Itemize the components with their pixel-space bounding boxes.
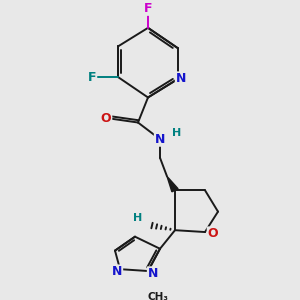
Text: CH₃: CH₃: [148, 292, 169, 300]
Text: F: F: [88, 70, 96, 83]
Text: N: N: [176, 72, 186, 86]
Text: N: N: [148, 267, 158, 280]
Text: O: O: [208, 227, 218, 240]
Polygon shape: [167, 176, 178, 192]
Text: H: H: [134, 213, 142, 223]
Text: H: H: [172, 128, 182, 138]
Text: O: O: [101, 112, 111, 125]
Text: F: F: [144, 2, 152, 15]
Text: N: N: [155, 133, 165, 146]
Text: N: N: [112, 266, 122, 278]
